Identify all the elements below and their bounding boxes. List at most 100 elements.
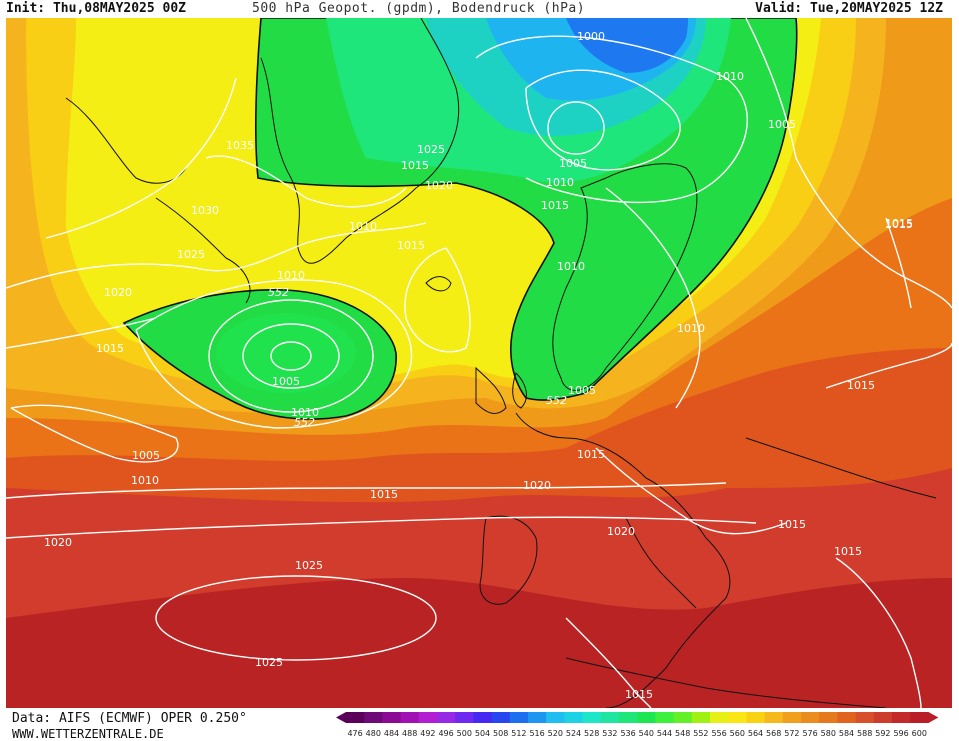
scale-swatch: [892, 712, 911, 723]
scale-tick-label: 548: [675, 729, 690, 738]
pressure-label: 1000: [577, 30, 605, 43]
scale-tick-label: 576: [802, 729, 817, 738]
pressure-label: 1010: [677, 322, 705, 335]
scale-tick-label: 504: [475, 729, 490, 738]
scale-tick-label: 600: [912, 729, 927, 738]
weather-map-canvas: 1000 1010 1005 1015 1035 1025 1015 1020 …: [6, 18, 952, 708]
scale-swatch: [418, 712, 438, 723]
scale-swatch: [655, 712, 675, 723]
weather-map: 1000 1010 1005 1015 1035 1025 1015 1020 …: [6, 18, 952, 708]
scale-arrow-low: [336, 712, 346, 723]
scale-tick-label: 544: [657, 729, 672, 738]
pressure-label: 1005: [132, 449, 160, 462]
map-title: 500 hPa Geopot. (gpdm), Bodendruck (hPa): [252, 1, 586, 16]
pressure-label: 1030: [191, 204, 219, 217]
website-label: WWW.WETTERZENTRALE.DE: [12, 727, 164, 741]
coastlines: [65, 18, 937, 708]
pressure-label: 1005: [768, 118, 796, 131]
scale-swatch: [400, 712, 420, 723]
pressure-label: 1010: [277, 269, 305, 282]
pressure-label: 1010: [131, 474, 159, 487]
scale-tick-label: 508: [493, 729, 508, 738]
pressure-label: 1010: [546, 176, 574, 189]
pressure-label: 1020: [425, 179, 453, 192]
pressure-label: 1015: [577, 448, 605, 461]
geopotential-label: 552: [546, 394, 567, 407]
scale-tick-label: 564: [748, 729, 763, 738]
geopotential-label: 552: [294, 416, 315, 429]
pressure-label: 1015: [370, 488, 398, 501]
pressure-label: 1020: [44, 536, 72, 549]
scale-tick-label: 596: [893, 729, 908, 738]
pressure-label: 1020: [523, 479, 551, 492]
scale-swatch: [491, 712, 511, 723]
scale-tick-label: 492: [420, 729, 435, 738]
scale-swatch: [710, 712, 729, 723]
scale-swatch: [582, 712, 602, 723]
pressure-label: 1015: [541, 199, 569, 212]
scale-swatch: [437, 712, 456, 723]
scale-swatch: [728, 712, 747, 723]
scale-tick-label: 552: [693, 729, 708, 738]
pressure-label: 1015: [885, 218, 913, 231]
header-bar: Init: Thu,08MAY2025 00Z 500 hPa Geopot. …: [0, 0, 959, 18]
pressure-label: 1010: [557, 260, 585, 273]
scale-swatch: [509, 712, 529, 723]
pressure-label: 1015: [397, 239, 425, 252]
scale-swatch: [473, 712, 493, 723]
scale-tick-label: 584: [839, 729, 854, 738]
scale-tick-label: 592: [875, 729, 890, 738]
pressure-label: 1015: [96, 342, 124, 355]
pressure-label: 1005: [568, 384, 596, 397]
scale-tick-label: 516: [529, 729, 544, 738]
scale-swatch: [819, 712, 838, 723]
scale-swatch: [546, 712, 565, 723]
scale-swatch: [782, 712, 802, 723]
pressure-label: 1010: [349, 220, 377, 233]
scale-tick-label: 520: [548, 729, 563, 738]
scale-tick-label: 476: [347, 729, 362, 738]
scale-swatch: [637, 712, 656, 723]
scale-tick-label: 556: [711, 729, 726, 738]
valid-time-label: Valid: Tue,20MAY2025 12Z: [755, 1, 943, 16]
scale-tick-label: 568: [766, 729, 781, 738]
geopotential-labels: 552 552 552: [268, 286, 567, 429]
pressure-label: 1015: [847, 379, 875, 392]
pressure-label: 1015: [778, 518, 806, 531]
scale-tick-label: 512: [511, 729, 526, 738]
scale-tick-label: 540: [639, 729, 654, 738]
pressure-label: 1005: [272, 375, 300, 388]
field-524: [566, 18, 688, 73]
scale-swatch: [346, 712, 365, 723]
scale-swatch: [455, 712, 474, 723]
scale-swatch: [764, 712, 784, 723]
scale-tick-label: 488: [402, 729, 417, 738]
pressure-label: 1025: [177, 248, 205, 261]
scale-tick-label: 484: [384, 729, 399, 738]
scale-swatch: [382, 712, 402, 723]
scale-tick-label: 572: [784, 729, 799, 738]
footer-bar: Data: AIFS (ECMWF) OPER 0.250° WWW.WETTE…: [0, 708, 959, 741]
pressure-labels: 1000 1010 1005 1015 1035 1025 1015 1020 …: [44, 30, 913, 701]
scale-swatch: [873, 712, 893, 723]
scale-tick-label: 532: [602, 729, 617, 738]
isobars: [6, 18, 952, 708]
scale-swatch: [673, 712, 693, 723]
pressure-label: 1020: [104, 286, 132, 299]
scale-swatch: [564, 712, 584, 723]
data-source-label: Data: AIFS (ECMWF) OPER 0.250°: [12, 711, 247, 726]
pressure-label: 1020: [607, 525, 635, 538]
scale-tick-label: 496: [438, 729, 453, 738]
pressure-label: 1015: [834, 545, 862, 558]
pressure-label: 1010: [716, 70, 744, 83]
scale-swatch: [691, 712, 711, 723]
scale-tick-label: 580: [821, 729, 836, 738]
scale-swatch: [855, 712, 875, 723]
init-time-label: Init: Thu,08MAY2025 00Z: [6, 1, 187, 16]
pressure-label: 1015: [625, 688, 653, 701]
geopotential-label: 552: [268, 286, 289, 299]
pressure-label: 1025: [417, 143, 445, 156]
pressure-label: 1015: [885, 217, 913, 230]
scale-swatch: [801, 712, 820, 723]
scale-swatch: [837, 712, 857, 723]
